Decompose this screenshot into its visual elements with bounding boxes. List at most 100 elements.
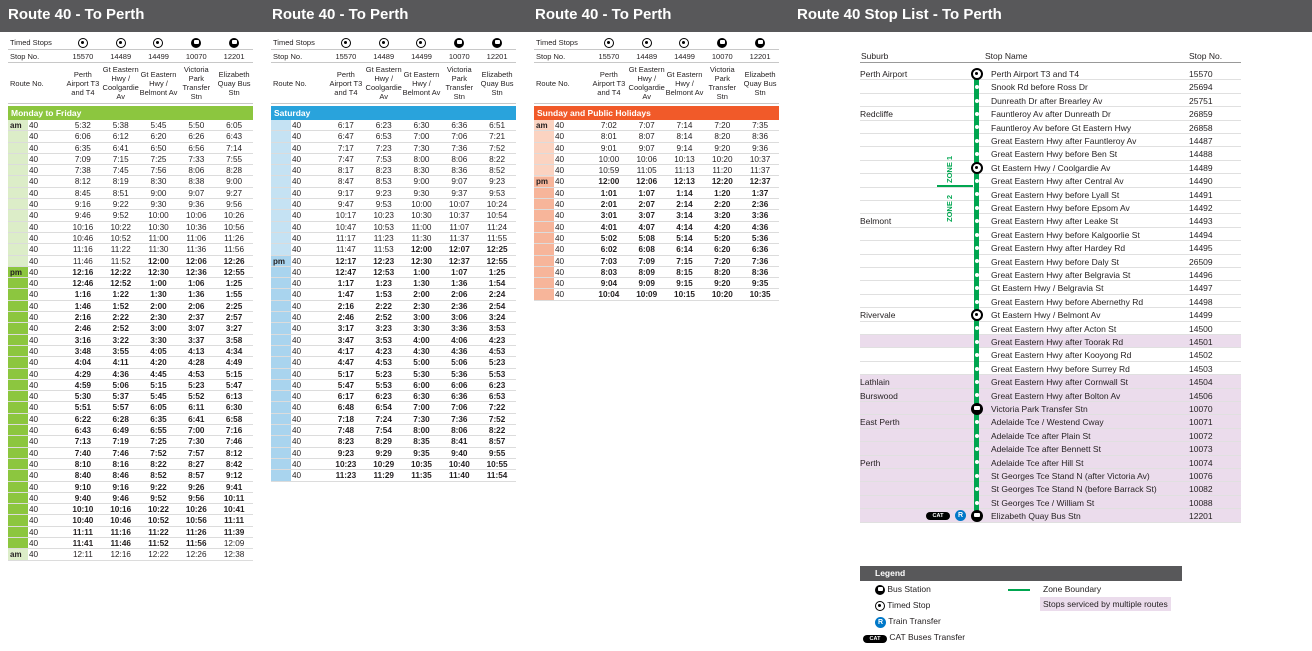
timetable-row: 40 7:03 7:09 7:15 7:20 7:36 <box>534 256 779 267</box>
departure-time: 1:46 <box>74 301 92 311</box>
stop-number: 14492 <box>1189 203 1213 213</box>
departure-time: 6:43 <box>226 132 243 142</box>
timetable-row: 40 4:04 4:11 4:20 4:28 4:49 <box>8 357 253 369</box>
departure-time: 7:00 <box>413 132 430 142</box>
departure-time: 2:00 <box>150 301 167 311</box>
departure-time: 6:23 <box>375 121 392 130</box>
departure-time: 3:36 <box>751 211 769 221</box>
departure-time: 1:25 <box>225 279 243 289</box>
departure-time: 5:00 <box>413 358 430 368</box>
cat-bus-icon: CAT <box>863 635 887 643</box>
departure-time: 9:55 <box>488 448 506 458</box>
stop-list-header: Suburb Stop Name Stop No. <box>860 49 1241 63</box>
am-pm-label <box>8 357 26 367</box>
train-icon: R <box>875 617 886 628</box>
departure-time: 4:53 <box>375 358 392 368</box>
departure-time: 6:35 <box>150 414 167 424</box>
departure-time: 8:03 <box>600 267 618 277</box>
departure-time: 9:56 <box>188 493 205 503</box>
departure-time: 6:17 <box>337 121 354 130</box>
departure-time: 4:17 <box>337 346 355 356</box>
departure-time: 9:20 <box>714 143 731 153</box>
departure-time: 11:52 <box>110 256 131 266</box>
route-number: 40 <box>555 222 565 232</box>
route-number: 40 <box>292 166 302 176</box>
am-pm-label <box>271 323 289 333</box>
route-number: 40 <box>29 143 39 153</box>
am-pm-label: am <box>536 121 548 130</box>
stop-dot <box>974 178 979 183</box>
timed-stop-icon <box>378 37 389 48</box>
departure-time: 8:22 <box>489 154 506 164</box>
am-pm-label <box>8 143 26 153</box>
departure-time: 2:37 <box>188 313 205 323</box>
timed-stop-icon <box>641 37 652 48</box>
stop-row: St Georges Tce / William St 10088 <box>860 495 1241 510</box>
stop-dot <box>974 326 979 331</box>
departure-time: 10:35 <box>411 459 432 469</box>
am-pm-label <box>8 312 26 322</box>
departure-time: 7:52 <box>489 143 506 153</box>
departure-time: 9:12 <box>225 471 243 481</box>
departure-time: 9:00 <box>226 177 243 187</box>
departure-time: 5:23 <box>488 358 506 368</box>
departure-time: 7:00 <box>188 426 205 436</box>
stop-dot <box>974 152 979 157</box>
stop-name: Gt Eastern Hwy / Coolgardie Av <box>628 65 665 101</box>
departure-time: 12:52 <box>110 279 132 289</box>
departure-time: 7:47 <box>337 154 354 164</box>
legend-cat-transfer: CAT CAT Buses Transfer <box>863 632 965 643</box>
stop-name: Gt Eastern Hwy / Coolgardie Av <box>102 65 139 101</box>
am-band <box>534 120 554 177</box>
am-pm-label <box>8 301 26 311</box>
departure-time: 5:53 <box>488 369 506 379</box>
departure-time: 8:00 <box>413 154 430 164</box>
route-number: 40 <box>29 211 39 221</box>
route-number: 40 <box>292 267 302 277</box>
departure-time: 10:29 <box>373 459 395 469</box>
departure-time: 8:41 <box>451 437 468 447</box>
departure-time: 7:20 <box>714 121 731 130</box>
am-pm-label <box>8 210 26 220</box>
am-pm-label <box>8 188 26 198</box>
timetable-row: 40 3:17 3:23 3:30 3:36 3:53 <box>271 323 516 335</box>
departure-time: 2:14 <box>676 200 693 210</box>
departure-time: 6:58 <box>225 414 243 424</box>
am-pm-label <box>8 256 26 266</box>
departure-time: 9:30 <box>413 188 430 198</box>
stop-name: Victoria Park Transfer Stn <box>445 65 474 101</box>
departure-time: 9:23 <box>337 448 355 458</box>
timetable-row: 40 8:47 8:53 9:00 9:07 9:23 <box>271 176 516 188</box>
stop-number: 14493 <box>1189 216 1213 227</box>
timetable-row: 40 3:47 3:53 4:00 4:06 4:23 <box>271 335 516 346</box>
route-number: 40 <box>555 211 565 221</box>
timetable-row: 40 5:47 5:53 6:00 6:06 6:23 <box>271 380 516 392</box>
am-pm-label <box>271 222 289 232</box>
departure-time: 3:53 <box>375 335 392 345</box>
departure-time: 2:07 <box>638 200 655 210</box>
departure-time: 6:20 <box>714 245 731 255</box>
bus-station-icon <box>492 37 503 48</box>
stop-name: Great Eastern Hwy before Daly St <box>991 256 1120 267</box>
stop-dot <box>974 393 979 398</box>
departure-time: 7:38 <box>74 166 91 176</box>
am-pm-label <box>271 267 289 277</box>
departure-time: 9:20 <box>714 279 731 289</box>
departure-time: 6:17 <box>337 392 355 402</box>
departure-time: 3:53 <box>488 324 506 334</box>
departure-time: 8:51 <box>112 188 129 198</box>
departure-time: 3:07 <box>188 324 205 334</box>
departure-time: 7:09 <box>74 154 91 164</box>
departure-time: 9:00 <box>150 188 167 198</box>
timetable-row: 40 11:41 11:46 11:52 11:56 12:09 <box>8 538 253 550</box>
departure-time: 3:48 <box>74 346 92 356</box>
route-number: 40 <box>29 403 39 413</box>
stop-number: 12201 <box>223 51 245 61</box>
route-number: 40 <box>555 279 565 289</box>
route-number: 40 <box>292 426 302 436</box>
route-number: 40 <box>292 448 302 458</box>
route-number: 40 <box>292 154 302 164</box>
stop-number: 12201 <box>749 51 771 61</box>
departure-time: 8:20 <box>714 132 731 142</box>
timetable-row: 40 3:16 3:22 3:30 3:37 3:58 <box>8 335 253 346</box>
